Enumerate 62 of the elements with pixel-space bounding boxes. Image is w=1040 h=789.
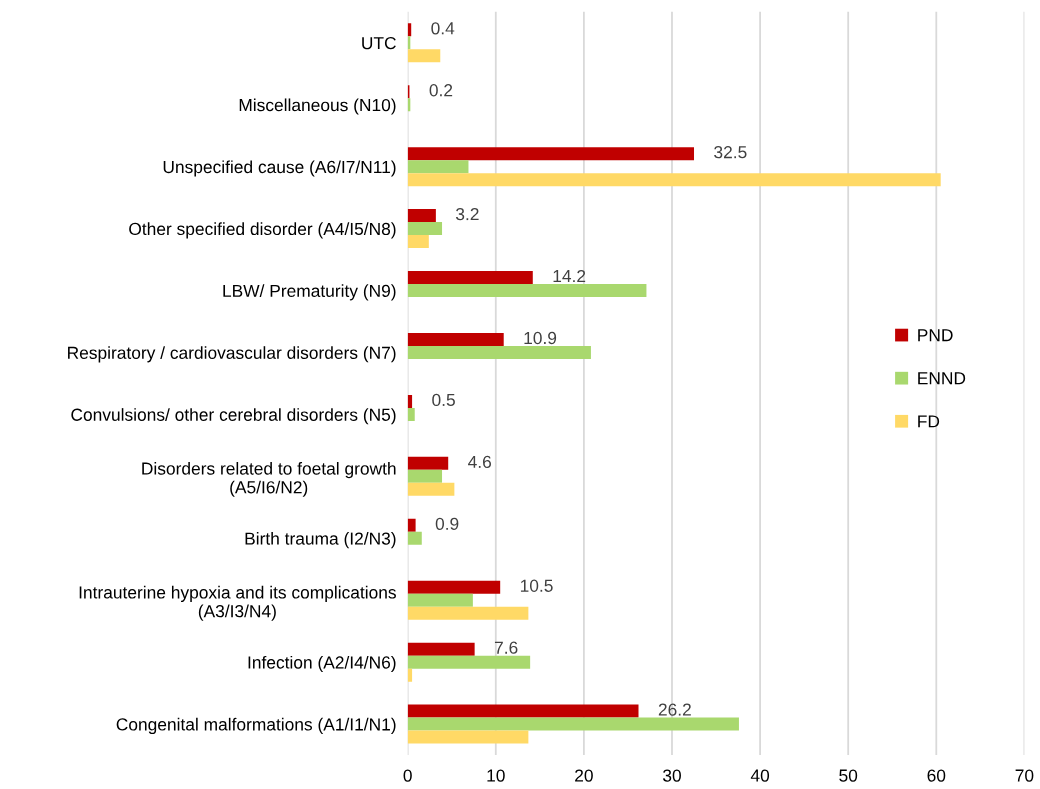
data-label: 10.9 xyxy=(524,331,557,345)
legend-label: PND xyxy=(918,329,953,342)
data-label: 10.5 xyxy=(520,579,553,592)
x-tick-label: 20 xyxy=(575,769,593,782)
data-label: 0.9 xyxy=(435,517,459,530)
x-tick-label: 60 xyxy=(927,769,946,782)
bar xyxy=(407,160,469,174)
legend-label: FD xyxy=(918,415,940,428)
bar xyxy=(407,284,647,298)
data-label: 7.6 xyxy=(494,641,518,654)
data-label: 26.2 xyxy=(658,703,691,716)
bar xyxy=(407,704,639,718)
y-tick-label: Intrauterine hypoxia and its complications (A3/I3/N4) xyxy=(79,585,396,621)
bar xyxy=(407,469,443,483)
x-tick-label: 40 xyxy=(750,769,770,782)
y-tick-label: Birth trauma (I2/N3) xyxy=(245,532,396,549)
y-tick-label: Other specified disorder (A4/I5/N8) xyxy=(129,222,396,239)
y-tick-label: Respiratory / cardiovascular disorders (N7) xyxy=(68,346,396,363)
bar xyxy=(407,271,533,285)
y-tick-label: Miscellaneous (N10) xyxy=(239,98,396,115)
y-tick-label: Congenital malformations (A1/I1/N1) xyxy=(116,717,396,734)
y-tick-label: UTC xyxy=(362,36,396,50)
x-tick-label: 30 xyxy=(663,769,681,782)
bar xyxy=(407,717,739,731)
y-tick-label: Convulsions/ other cerebral disorders (N5) xyxy=(71,408,396,425)
data-label: 4.6 xyxy=(468,455,492,469)
y-tick-label: Infection (A2/I4/N6) xyxy=(248,655,396,673)
bar xyxy=(407,593,473,607)
bar xyxy=(407,655,531,669)
bar xyxy=(407,668,413,682)
bar xyxy=(407,209,436,223)
y-tick-label: Unspecified cause (A6/I7/N11) xyxy=(163,160,396,177)
y-tick-label: LBW/ Prematurity (N9) xyxy=(223,284,396,301)
x-tick-label: 50 xyxy=(839,769,858,782)
data-label: 0.2 xyxy=(429,84,453,97)
data-label: 32.5 xyxy=(714,146,747,159)
bar xyxy=(407,345,591,359)
bar xyxy=(407,482,455,496)
bar xyxy=(407,173,941,187)
bar xyxy=(407,606,529,620)
data-label: 0.4 xyxy=(431,22,455,35)
bar xyxy=(407,456,449,470)
bar xyxy=(407,642,475,656)
bar xyxy=(407,730,529,744)
bar xyxy=(407,222,443,236)
bar xyxy=(407,407,415,421)
x-tick-label: 70 xyxy=(1015,769,1034,782)
bar xyxy=(407,235,429,249)
data-label: 14.2 xyxy=(553,269,586,283)
x-tick-label: 0 xyxy=(403,769,412,782)
x-tick-label: 10 xyxy=(487,769,505,782)
bar xyxy=(407,332,504,346)
bar xyxy=(407,394,413,408)
y-tick-label: Disorders related to foetal growth (A5/I6/N2) xyxy=(142,461,396,497)
bar xyxy=(407,518,416,532)
data-label: 0.5 xyxy=(432,393,455,407)
legend-label: ENND xyxy=(918,372,966,385)
bar xyxy=(407,147,695,161)
bar xyxy=(407,531,422,545)
bar xyxy=(407,49,441,63)
data-label: 3.2 xyxy=(455,207,479,221)
bar xyxy=(407,580,501,594)
